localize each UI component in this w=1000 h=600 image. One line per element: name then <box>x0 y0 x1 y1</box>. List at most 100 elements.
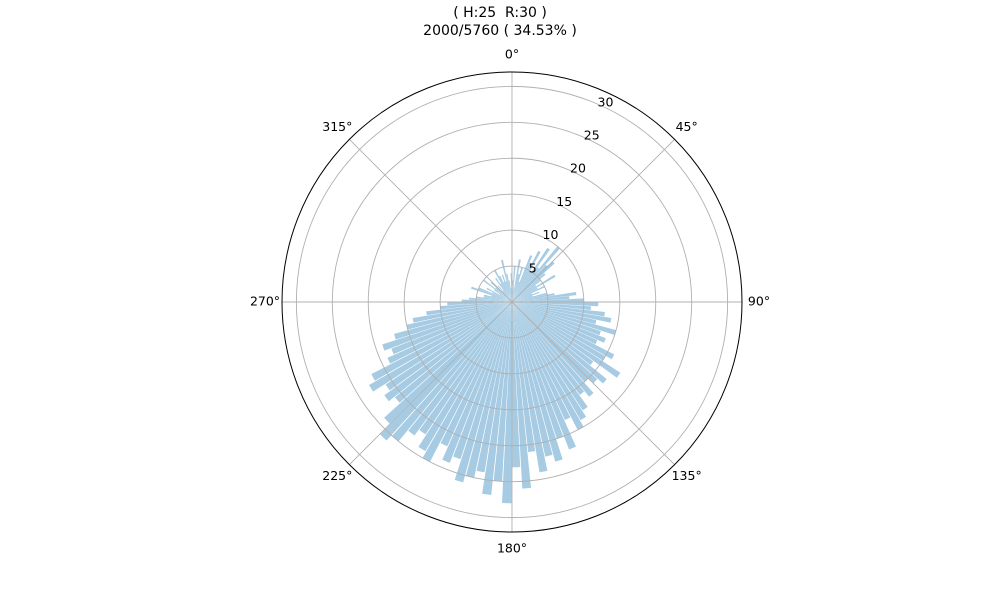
histogram-bar <box>512 273 520 302</box>
radial-tick-label: 5 <box>529 260 537 275</box>
histogram-bar <box>492 292 512 302</box>
chart-title-line-2: 2000/5760 ( 34.53% ) <box>423 23 577 39</box>
histogram-bar <box>512 285 545 302</box>
histogram-bar <box>461 299 512 302</box>
histogram-bar <box>512 302 563 462</box>
histogram-bar <box>512 302 584 430</box>
histogram-bar <box>392 302 512 442</box>
histogram-bar <box>512 267 524 302</box>
angular-grid-line <box>511 139 675 303</box>
histogram-bar <box>453 302 512 460</box>
histogram-bar <box>512 302 589 382</box>
histogram-bar <box>512 292 577 302</box>
histogram-bar <box>512 302 585 395</box>
histogram-bar <box>384 302 512 424</box>
histogram-bar <box>384 302 512 402</box>
histogram-bar <box>512 259 521 302</box>
radial-tick-label: 30 <box>598 94 614 109</box>
histogram-bar <box>471 286 512 302</box>
histogram-bar <box>495 277 512 302</box>
histogram-bar <box>494 270 512 302</box>
histogram-bar <box>512 281 520 302</box>
angular-tick-label: 270° <box>250 294 280 309</box>
histogram-bar <box>512 302 601 336</box>
histogram-bar <box>512 302 588 411</box>
histogram-bar <box>512 302 607 384</box>
histogram-bar <box>493 289 512 302</box>
histogram-bar <box>387 302 512 364</box>
histogram-bar <box>412 302 512 323</box>
histogram-bar <box>512 302 597 325</box>
histogram-bar <box>512 296 570 302</box>
angular-grid-line <box>349 139 513 303</box>
histogram-bar <box>486 287 512 302</box>
histogram-bar <box>512 302 536 453</box>
histogram-bar <box>426 302 512 316</box>
histogram-bar <box>512 302 548 473</box>
histogram-bar <box>512 285 537 302</box>
histogram-bar <box>512 302 594 397</box>
histogram-bar <box>512 302 612 323</box>
bars-layer <box>369 246 621 504</box>
histogram-bar <box>512 279 542 302</box>
angular-grid-line <box>511 301 675 465</box>
histogram-bar <box>512 266 516 302</box>
histogram-bar <box>512 302 594 366</box>
histogram-bar <box>447 302 512 306</box>
histogram-bar <box>512 292 548 302</box>
histogram-bar <box>385 302 512 391</box>
histogram-bar <box>418 302 512 452</box>
histogram-bar <box>493 302 512 482</box>
histogram-bar <box>512 246 560 302</box>
histogram-bar <box>512 274 556 302</box>
histogram-bar <box>391 302 512 355</box>
angular-tick-label: 0° <box>505 47 519 62</box>
angular-tick-label: 315° <box>322 119 352 134</box>
histogram-bar <box>512 267 540 302</box>
histogram-bar <box>512 302 617 336</box>
histogram-bar <box>512 302 564 439</box>
grid-layer <box>282 72 742 532</box>
histogram-bar <box>512 291 540 302</box>
radial-tick-label: 20 <box>570 161 586 176</box>
histogram-bar <box>408 302 512 436</box>
histogram-bar <box>483 296 512 302</box>
histogram-bar <box>512 302 598 345</box>
histogram-bar <box>512 302 591 311</box>
angular-tick-label: 45° <box>676 119 698 134</box>
histogram-bar <box>483 294 512 302</box>
histogram-bar <box>394 302 512 340</box>
radial-tick-label: 15 <box>556 194 572 209</box>
histogram-bar <box>512 270 532 302</box>
radial-tick-label: 10 <box>543 227 559 242</box>
histogram-bar <box>508 280 512 302</box>
chart-title-line-1: ( H:25 R:30 ) <box>453 5 547 21</box>
angular-grid-line <box>349 301 513 465</box>
histogram-bar <box>499 275 512 302</box>
histogram-bar <box>512 302 599 307</box>
histogram-bar <box>512 250 541 302</box>
angular-tick-label: 180° <box>497 541 527 556</box>
histogram-bar <box>499 294 512 302</box>
histogram-bar <box>502 290 512 302</box>
histogram-bar <box>371 302 512 381</box>
histogram-bar <box>476 302 512 473</box>
histogram-bar <box>501 274 512 302</box>
histogram-bar <box>512 302 606 361</box>
histogram-bar <box>406 302 512 330</box>
histogram-bar <box>465 302 512 478</box>
histogram-bar <box>482 279 512 302</box>
histogram-bar <box>512 302 553 457</box>
histogram-bar <box>419 302 512 435</box>
histogram-bar <box>512 302 532 489</box>
histogram-bar <box>512 302 606 343</box>
histogram-bar <box>512 302 571 421</box>
histogram-bar <box>512 287 538 302</box>
polar-frame <box>281 71 743 533</box>
histogram-bar <box>482 302 512 495</box>
histogram-bar <box>394 302 512 403</box>
histogram-bar <box>476 296 512 302</box>
histogram-bar <box>512 302 521 468</box>
histogram-bar <box>454 302 512 483</box>
histogram-bar <box>512 293 533 302</box>
